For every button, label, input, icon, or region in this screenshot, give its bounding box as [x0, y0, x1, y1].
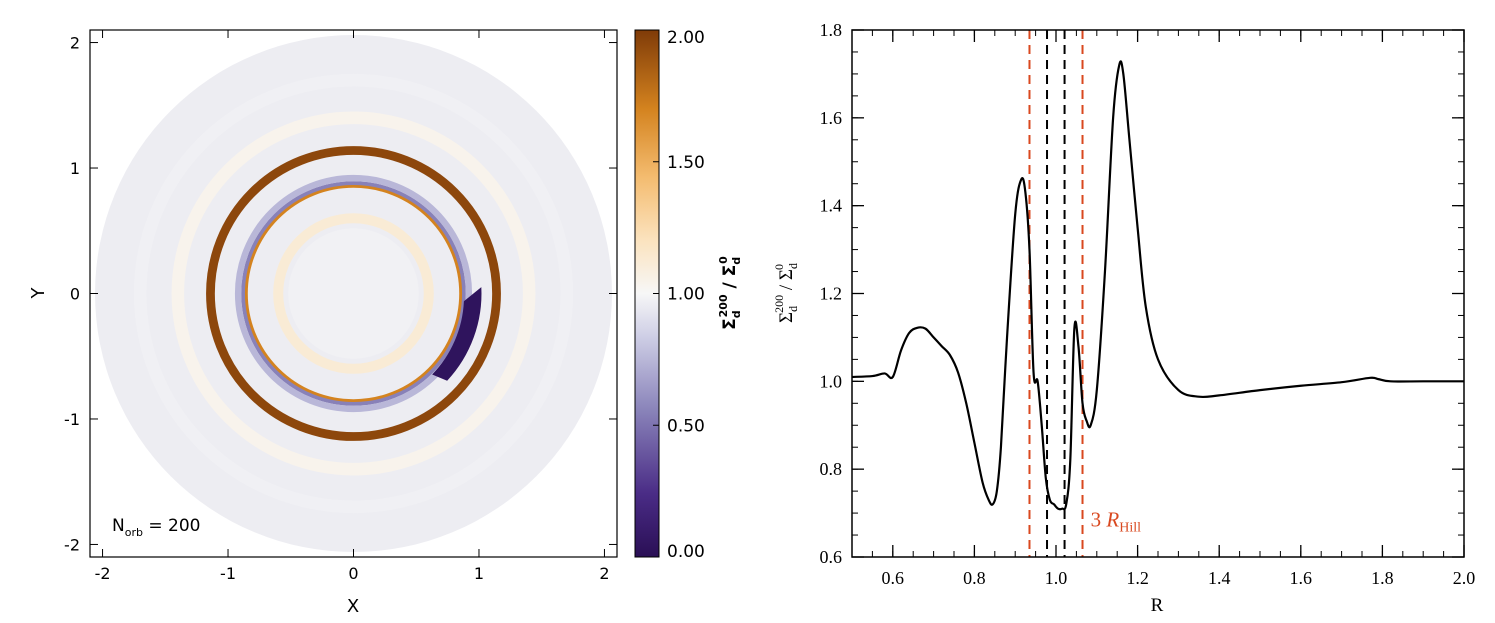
disk-ring-5: [171, 111, 536, 476]
disk-x-tick-label-1: -1: [220, 564, 236, 583]
disk-x-tick-label-3: 1: [474, 564, 484, 583]
profile-x-tick-label-7: 2.0: [1453, 568, 1476, 588]
profile-plot-frame: [851, 29, 1465, 558]
disk-x-tick-label-4: 2: [599, 564, 609, 583]
orbit-count-annotation: Norb = 200: [112, 516, 200, 539]
colorbar-tick-label-2: 1.00: [667, 285, 705, 305]
disk-ring-2: [241, 181, 466, 406]
profile-series-line-0: [852, 60, 1464, 511]
disk-y-tick-label-4: 2: [70, 34, 80, 53]
disk-axis-ticks: -2 -1 0 1 2 -2 -1 0 1 2: [64, 30, 617, 583]
profile-axis-ticks: 0.6 0.8 1.0 1.2 1.4 1.6 1.8 2.0 0.6 0.8 1.0 1.2 1.4 1…: [820, 20, 1476, 588]
profile-x-tick-label-1: 0.8: [963, 568, 986, 588]
disk-x-axis-label: X: [347, 596, 359, 617]
profile-x-tick-label-0: 0.6: [882, 568, 905, 588]
colorbar-label: Σd200 / Σd0: [717, 256, 743, 330]
colorbar-tick-label-0: 0.00: [667, 542, 705, 562]
profile-x-tick-label-5: 1.6: [1290, 568, 1313, 588]
profile-y-tick-label-0: 0.6: [820, 547, 843, 567]
planet-gap-crescent: [432, 287, 482, 381]
profile-y-tick-label-3: 1.2: [820, 284, 843, 304]
colorbar-tick-label-3: 1.50: [667, 153, 705, 173]
colorbar-tick-label-1: 0.50: [667, 416, 705, 436]
profile-x-tick-label-6: 1.8: [1371, 568, 1394, 588]
profile-y-tick-label-5: 1.6: [820, 108, 843, 128]
disk-x-tick-label-2: 0: [348, 564, 358, 583]
disk-ring-1: [243, 183, 464, 404]
disk-y-tick-label-3: 1: [70, 159, 80, 178]
colorbar-ticks: 0.00 0.50 1.00 1.50 2.00: [653, 28, 705, 562]
disk-y-tick-label-0: -2: [64, 535, 80, 554]
profile-y-axis-label: Σd200 / Σd0: [772, 263, 800, 323]
profile-x-tick-label-4: 1.4: [1208, 568, 1231, 588]
disk-ring-6: [133, 73, 574, 514]
disk-y-axis-label: Y: [28, 287, 49, 300]
profile-panel: 0.6 0.8 1.0 1.2 1.4 1.6 1.8 2.0 0.6 0.8 1.0 1.2 1.4 1…: [772, 20, 1475, 616]
profile-x-tick-label-2: 1.0: [1045, 568, 1068, 588]
profile-y-tick-label-4: 1.4: [820, 196, 843, 216]
profile-plot-area: [852, 30, 1464, 557]
profile-y-tick-label-2: 1.0: [820, 371, 843, 391]
disk-ring-3: [234, 174, 473, 413]
disk-y-tick-label-1: -1: [64, 410, 80, 429]
profile-x-tick-label-3: 1.2: [1126, 568, 1149, 588]
disk-ring-4: [273, 213, 434, 374]
disk-x-tick-label-0: -2: [95, 564, 111, 583]
hill-radius-annotation: 3 RHill: [1091, 507, 1141, 535]
disk-ring-0: [206, 146, 501, 441]
disk-y-tick-label-2: 0: [70, 285, 80, 304]
colorbar-tick-label-4: 2.00: [667, 28, 705, 48]
disk-inner-region: [288, 228, 419, 359]
profile-y-tick-label-6: 1.8: [820, 20, 843, 40]
colorbar: 0.00 0.50 1.00 1.50 2.00 Σd200 / Σd0: [634, 28, 743, 562]
disk-map-panel: -2 -1 0 1 2 -2 -1 0 1 2 X Y Norb = 200: [28, 29, 618, 617]
disk-heatmap: [95, 35, 612, 552]
profile-x-axis-label: R: [1151, 595, 1164, 616]
profile-y-tick-label-1: 0.8: [820, 459, 843, 479]
